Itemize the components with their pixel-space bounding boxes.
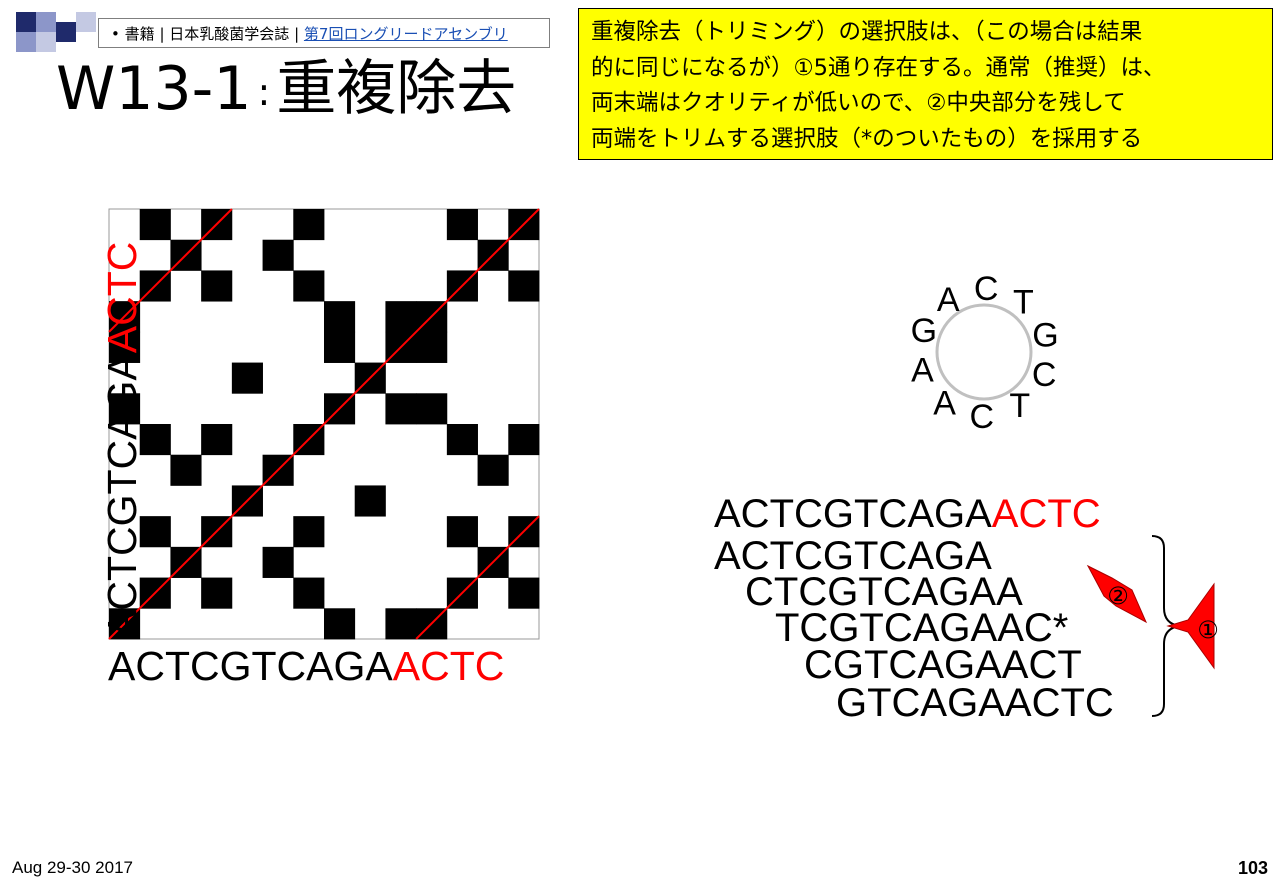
dotplot-match-cell	[324, 608, 355, 639]
dotplot-y-sequence: ACTCGTCAGAACTC	[100, 206, 144, 638]
circle-letter: G	[1032, 316, 1058, 354]
dotplot-match-cell	[201, 424, 232, 455]
dotplot-match-cell	[478, 455, 509, 486]
dotplot-match-cell	[508, 424, 539, 455]
circle-letter: T	[1013, 284, 1034, 322]
dotplot-match-cell	[324, 301, 355, 332]
full-seq-black: ACTCGTCAGA	[714, 492, 992, 536]
dotplot-match-cell	[232, 363, 263, 394]
dotplot-match-cell	[447, 209, 478, 240]
circle-letter: T	[1009, 387, 1030, 425]
y-seq-black: ACTCGTCAGA	[99, 353, 145, 638]
dotplot-match-cell	[324, 332, 355, 363]
dotplot-match-cell	[263, 547, 294, 578]
sequence-full: ACTCGTCAGAACTC	[714, 492, 1101, 536]
circle-letter: C	[1032, 356, 1057, 394]
dotplot-match-cell	[447, 424, 478, 455]
dotplot-match-cell	[416, 332, 447, 363]
full-seq-red: ACTC	[992, 492, 1101, 536]
circle-letter: G	[911, 312, 937, 350]
dotplot-x-sequence: ACTCGTCAGAACTC	[108, 644, 504, 688]
dotplot-match-cell	[385, 301, 416, 332]
circle-letter: C	[974, 270, 999, 308]
dotplot-match-cell	[416, 393, 447, 424]
footer-date: Aug 29-30 2017	[12, 858, 133, 878]
circle-letter: C	[970, 398, 995, 436]
dotplot-match-cell	[140, 209, 171, 240]
x-seq-black: ACTCGTCAGA	[108, 643, 393, 689]
callout-two: ②	[1107, 582, 1129, 610]
dotplot-match-cell	[293, 516, 324, 547]
y-seq-red: ACTC	[99, 242, 145, 354]
sequence-option: GTCAGAACTC	[836, 681, 1114, 725]
circle-letter: A	[937, 281, 960, 319]
dotplot-match-cell	[201, 270, 232, 301]
dotplot-match-cell	[170, 455, 201, 486]
circle-letter: A	[911, 352, 934, 390]
dotplot-match-cell	[447, 516, 478, 547]
page-number: 103	[1238, 858, 1268, 879]
callout-one: ①	[1197, 616, 1219, 644]
dotplot-match-cell	[508, 578, 539, 609]
dotplot-match-cell	[293, 578, 324, 609]
dotplot-match-cell	[508, 270, 539, 301]
dotplot-match-cell	[385, 608, 416, 639]
dotplot-match-cell	[263, 240, 294, 271]
dotplot-match-cell	[355, 485, 386, 516]
x-seq-red: ACTC	[393, 643, 505, 689]
dotplot-match-cell	[293, 209, 324, 240]
dotplot-match-cell	[293, 270, 324, 301]
dotplot-matrix	[109, 209, 539, 639]
dotplot-match-cell	[385, 393, 416, 424]
dotplot-match-cell	[201, 578, 232, 609]
circle-letter: A	[933, 384, 956, 422]
